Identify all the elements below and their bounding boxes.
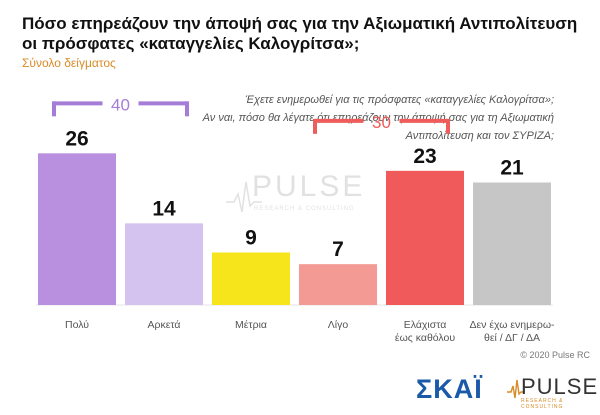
category-tick-label: Δεν έχω ενημερω-: [469, 319, 555, 331]
bracket-sum-label: 30: [372, 113, 391, 132]
bracket-sum-label: 40: [111, 95, 130, 114]
question-line-3: Αντιπολίτευση και τον ΣΥΡΙΖΑ;: [405, 130, 554, 142]
bar: [125, 223, 203, 305]
question-line-2: Αν ναι, πόσο θα λέγατε ότι επηρεάζουν τη…: [202, 112, 554, 124]
bar-value-label: 7: [332, 238, 344, 261]
bar: [386, 170, 464, 305]
category-tick-label: έως καθόλου: [395, 332, 455, 344]
category-tick-label: Ελάχιστα: [404, 319, 447, 331]
survey-question: Έχετε ενημερωθεί για τις πρόσφατες «κατα…: [154, 91, 554, 145]
bar-value-label: 26: [65, 127, 88, 150]
bar-value-label: 9: [245, 227, 257, 250]
skai-logo: ΣΚΑΪ: [416, 374, 483, 404]
pulse-logo-subword: RESEARCH & CONSULTING: [521, 398, 564, 410]
category-tick-label: Μέτρια: [235, 319, 267, 331]
category-tick-label: Λίγο: [328, 319, 349, 331]
chart-title: Πόσο επηρεάζουν την άποψή σας για την Αξ…: [22, 14, 578, 53]
category-tick-label: Αρκετά: [148, 319, 181, 331]
bar-value-label: 23: [413, 145, 436, 168]
bar-value-label: 14: [152, 197, 176, 220]
copyright-text: © 2020 Pulse RC: [520, 350, 590, 360]
category-tick-label: θεί / ΔΓ / ΔΑ: [484, 332, 540, 344]
chart-subtitle: Σύνολο δείγματος: [22, 56, 116, 70]
watermark-subword: RESEARCH & CONSULTING: [254, 206, 355, 212]
bar: [473, 182, 551, 305]
bar: [212, 252, 290, 305]
bar: [38, 153, 116, 305]
bar: [299, 264, 377, 305]
watermark-word: PULSE: [252, 170, 366, 203]
pulse-waveform-icon: [226, 181, 262, 213]
pulse-logo: PULSE RESEARCH & CONSULTING: [507, 374, 599, 410]
pulse-watermark-logo: PULSE RESEARCH & CONSULTING: [226, 170, 376, 224]
category-tick-label: Πολύ: [65, 319, 89, 331]
pulse-logo-word: PULSE: [521, 374, 599, 399]
question-line-1: Έχετε ενημερωθεί για τις πρόσφατες «κατα…: [245, 94, 554, 106]
bars-layer: 26 Πολύ 14 Αρκετά 9 Μέτρια 7 Λίγο 23 Ελάχισταέως …: [36, 95, 555, 344]
bar-value-label: 21: [500, 157, 524, 180]
pulse-logo-waveform-icon: [507, 379, 523, 399]
